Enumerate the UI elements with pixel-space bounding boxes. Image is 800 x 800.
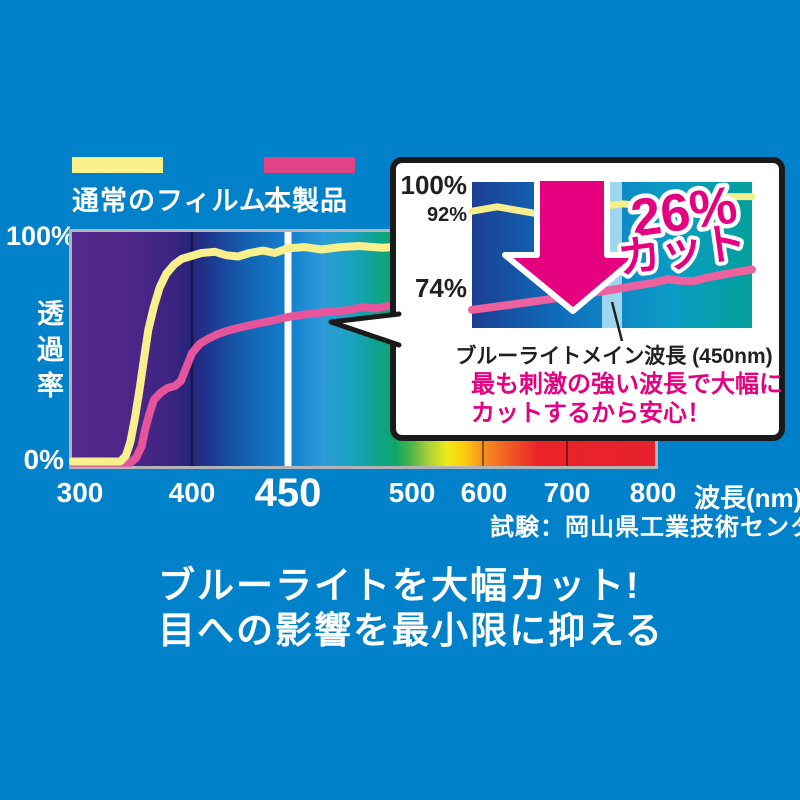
inset-100-label: 100% xyxy=(401,170,468,200)
cut-arrow-down-icon xyxy=(502,175,642,314)
headline-line2: 目への影響を最小限に抑える xyxy=(158,610,664,651)
headline-line1: ブルーライトを大幅カット! xyxy=(158,565,641,606)
callout-tail xyxy=(328,311,402,348)
caption-leader-line xyxy=(610,301,624,342)
x-tick-500: 500 xyxy=(388,477,436,508)
x-tick-300: 300 xyxy=(56,477,104,508)
callout-content: 100% 92% 74% 26% カット ブルーライトメイン波長 (450nm)… xyxy=(401,170,784,427)
y-axis-title: 透過率 xyxy=(33,299,63,407)
callout-note-line2: カットするから安心！ xyxy=(471,399,711,427)
callout-tail-shape xyxy=(328,311,402,348)
legend-item-normal-film: 通常のフィルム xyxy=(72,157,267,218)
x-tick-700: 700 xyxy=(543,477,591,508)
y-axis-100-label: 100% xyxy=(6,221,76,251)
inset-normal-curve xyxy=(468,193,756,220)
x-tick-450: 450 xyxy=(254,471,322,515)
inset-92-label: 92% xyxy=(427,204,467,226)
wavelength-caption: ブルーライトメイン波長 (450nm) xyxy=(455,344,772,368)
normal-film-label: 通常のフィルム xyxy=(72,186,267,216)
x-tick-600: 600 xyxy=(460,477,508,508)
callout-note-line1: 最も刺激の強い波長で大幅に xyxy=(471,370,783,398)
test-institution-note: 試験：岡山県工業技術センター xyxy=(490,514,800,541)
normal-film-swatch xyxy=(72,157,163,173)
product-swatch xyxy=(264,157,355,173)
x-axis-unit-label: 波長(nm) xyxy=(694,483,800,513)
headline: ブルーライトを大幅カット! 目への影響を最小限に抑える xyxy=(158,563,664,653)
legend-item-product: 本製品 xyxy=(264,157,355,218)
inset-product-curve xyxy=(468,265,756,314)
product-label: 本製品 xyxy=(264,186,348,216)
x-tick-400: 400 xyxy=(168,477,216,508)
y-axis-0-label: 0% xyxy=(23,444,64,475)
callout-box: 100% 92% 74% 26% カット ブルーライトメイン波長 (450nm)… xyxy=(390,157,785,441)
inset-74-label: 74% xyxy=(415,273,467,303)
x-tick-800: 800 xyxy=(629,477,677,508)
